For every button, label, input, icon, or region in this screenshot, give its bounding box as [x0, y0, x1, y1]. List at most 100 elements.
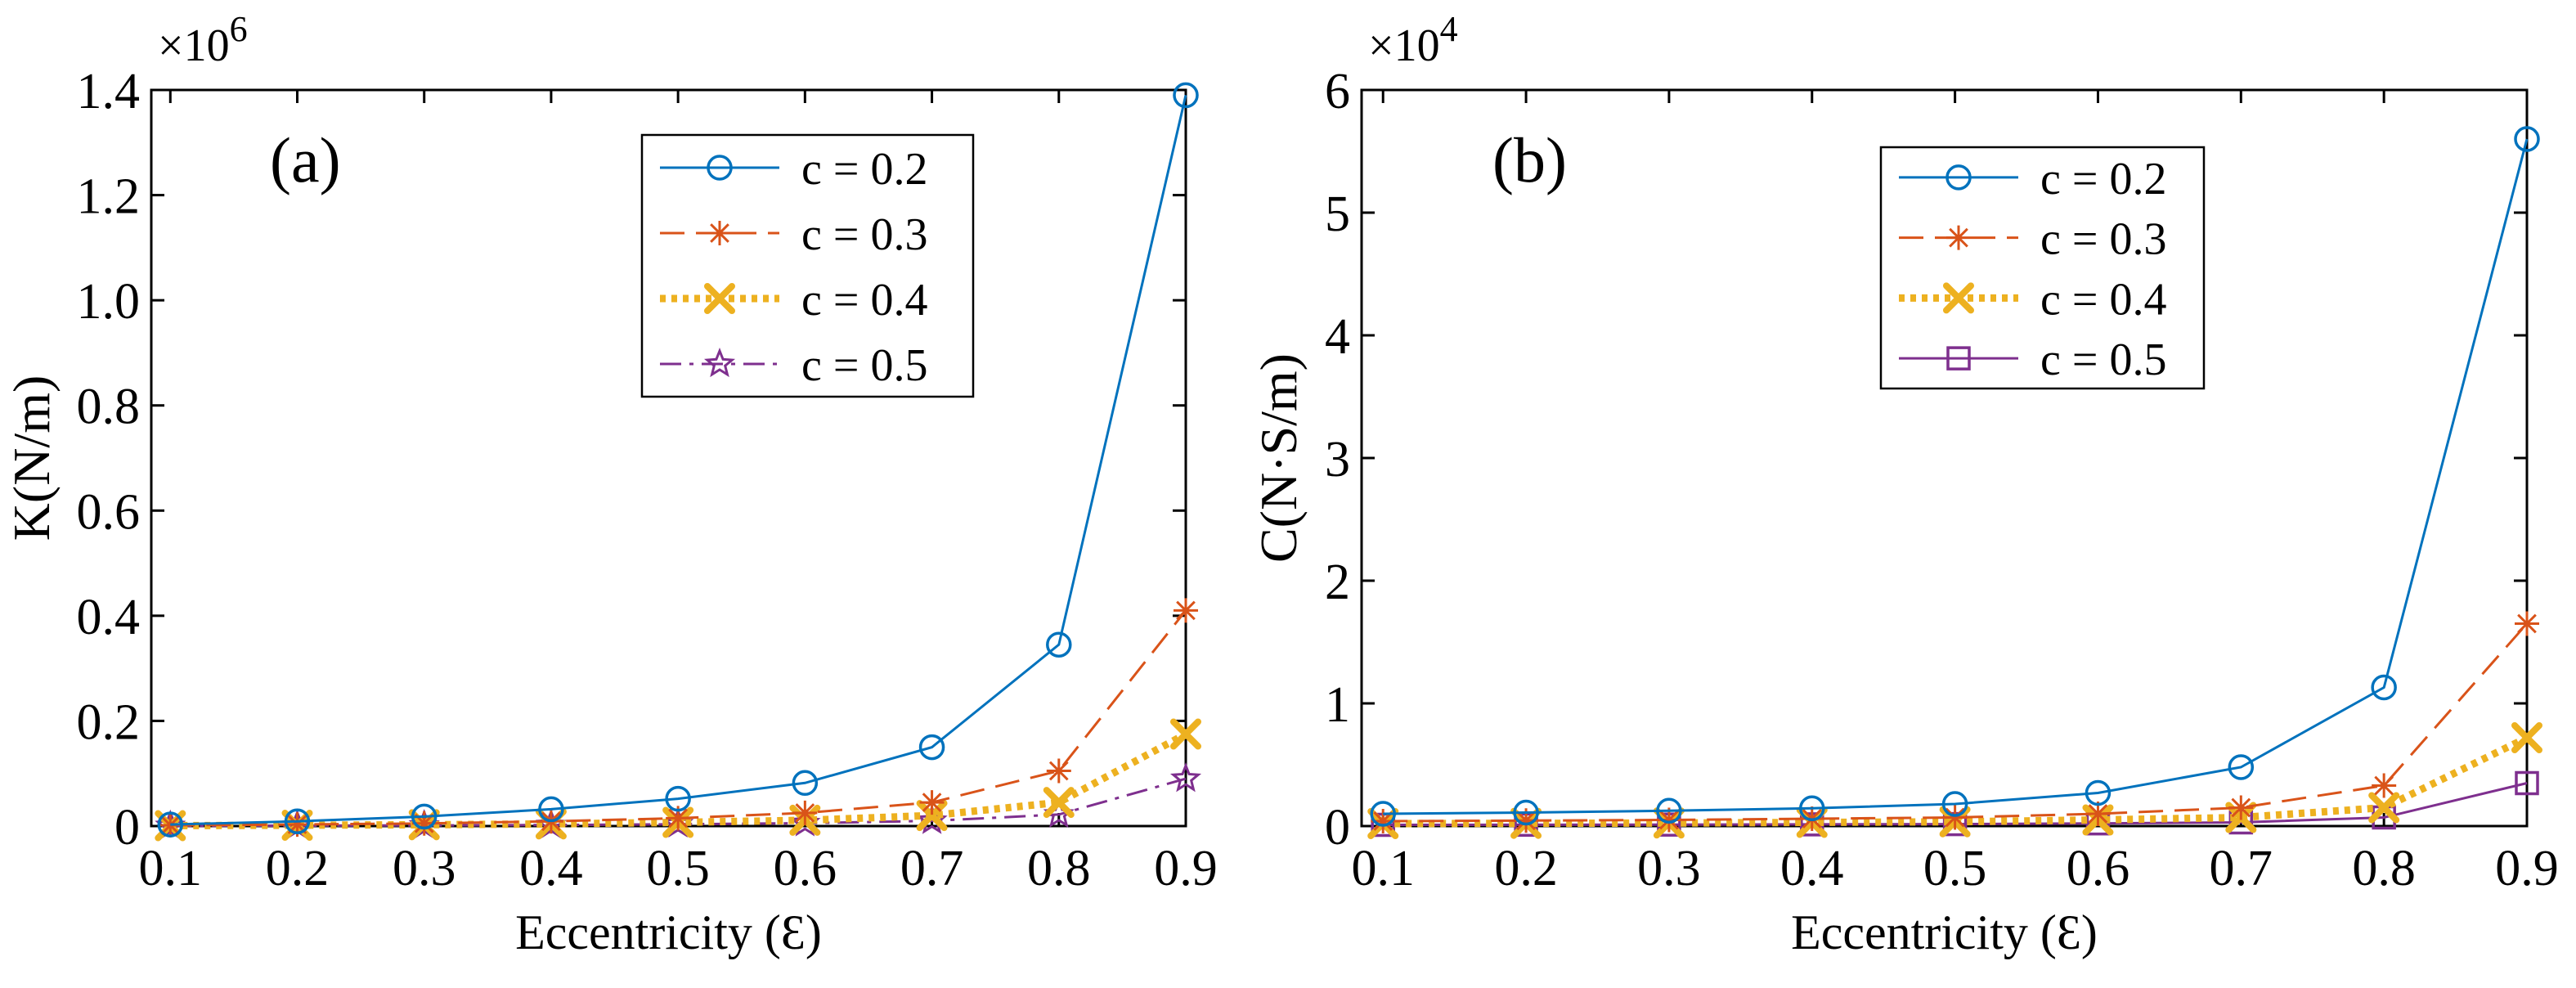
x-tick-label: 0.6 — [2067, 841, 2130, 896]
legend-marker — [703, 347, 736, 378]
data-point — [411, 811, 437, 836]
legend-label: c = 0.4 — [801, 275, 927, 326]
data-point — [2085, 779, 2112, 806]
data-point — [2228, 795, 2254, 820]
legend-marker — [707, 221, 732, 245]
y-tick-label: 1.2 — [77, 169, 141, 225]
legend-label: c = 0.5 — [801, 340, 927, 391]
y-tick-label: 4 — [1325, 309, 1350, 365]
x-tick-label: 0.3 — [1637, 841, 1701, 896]
data-point — [1043, 787, 1075, 819]
y-tick-label: 0.6 — [77, 484, 141, 540]
data-point — [2228, 754, 2255, 780]
series-line — [1383, 734, 2529, 828]
legend: c = 0.2 c = 0.3 c = 0.4 c = 0.5 — [1879, 146, 2206, 390]
series-c-0-2 — [1370, 126, 2540, 827]
y-exponent-label: ×106 — [158, 9, 248, 71]
legend-box — [1879, 146, 2206, 390]
series-line — [1383, 138, 2529, 815]
x-axis-label: Eccentricity (Ɛ) — [1791, 905, 2098, 959]
y-exponent-power: 6 — [230, 9, 248, 49]
data-point — [1514, 808, 1539, 833]
data-point — [1173, 82, 1199, 109]
y-tick-label: 2 — [1325, 555, 1350, 610]
legend-marker — [1946, 225, 1971, 250]
legend: c = 0.2 c = 0.3 c = 0.4 c = 0.5 — [640, 133, 975, 398]
y-axis-label: C(N·S/m) — [1250, 353, 1308, 563]
x-tick-label: 0.7 — [2210, 841, 2273, 896]
y-tick-label: 1 — [1325, 677, 1350, 733]
chart-panel-a: 0.1 0.2 0.3 0.4 0.5 0.6 0.7 0.8 0.9 0 0.2 0.4 0.6 0.8… — [2, 9, 1218, 959]
data-point — [538, 796, 564, 823]
x-tick-label: 0.9 — [2495, 841, 2559, 896]
data-point — [1656, 807, 1681, 833]
y-tick-label: 6 — [1325, 64, 1350, 119]
x-tick-label: 0.5 — [1923, 841, 1987, 896]
data-point — [1370, 801, 1396, 827]
panel-label: (b) — [1492, 124, 1567, 195]
y-tick-label: 5 — [1325, 186, 1350, 242]
x-tick-label: 0.4 — [1780, 841, 1844, 896]
x-tick-label: 0.5 — [646, 841, 710, 896]
legend-marker — [707, 155, 733, 181]
data-point — [1174, 598, 1198, 623]
x-tick-label: 0.6 — [774, 841, 837, 896]
data-point — [2511, 722, 2542, 753]
x-tick-label: 0.4 — [519, 841, 583, 896]
data-point — [1169, 762, 1202, 793]
y-tick-label: 1.4 — [77, 64, 141, 119]
data-point — [665, 785, 691, 812]
x-tick-label: 0.9 — [1154, 841, 1218, 896]
legend-marker — [1946, 346, 1971, 370]
legend-marker — [1945, 164, 1972, 191]
legend-label: c = 0.5 — [2040, 335, 2166, 385]
legend-label: c = 0.2 — [2040, 154, 2166, 204]
data-point — [2371, 674, 2397, 701]
panel-label: (a) — [270, 124, 341, 195]
x-tick-label: 0.8 — [2352, 841, 2416, 896]
data-point — [157, 811, 184, 838]
y-tick-label: 0.8 — [77, 379, 141, 435]
x-axis-label: Eccentricity (Ɛ) — [515, 905, 822, 959]
data-point — [158, 813, 183, 838]
data-point — [792, 770, 819, 797]
legend-label: c = 0.4 — [2040, 274, 2166, 325]
data-point — [792, 800, 818, 825]
legend-marker — [1943, 282, 1974, 314]
y-tick-label: 0.4 — [77, 590, 141, 645]
series-line — [1383, 622, 2529, 823]
data-point — [2368, 792, 2400, 824]
data-point — [2515, 770, 2539, 796]
data-point — [918, 734, 945, 761]
data-point — [1941, 791, 1968, 817]
data-point — [1799, 795, 1825, 821]
series-line — [170, 95, 1187, 826]
data-point — [916, 800, 948, 832]
y-tick-label: 1.0 — [77, 274, 141, 330]
data-point — [2515, 611, 2539, 636]
data-point — [919, 790, 945, 815]
y-tick-label: 0 — [114, 800, 140, 856]
data-point — [1170, 718, 1201, 750]
legend-label: c = 0.3 — [801, 209, 927, 260]
data-point — [1513, 799, 1539, 826]
x-tick-label: 0.2 — [266, 841, 330, 896]
data-point — [1046, 631, 1072, 658]
x-tick-label: 0.8 — [1027, 841, 1091, 896]
y-tick-label: 3 — [1325, 432, 1350, 487]
data-point — [666, 806, 691, 831]
x-tick-label: 0.7 — [900, 841, 964, 896]
x-tick-label: 0.1 — [1351, 841, 1415, 896]
data-point — [1942, 805, 1968, 830]
data-point — [1371, 809, 1396, 833]
data-point — [2085, 802, 2111, 826]
data-point — [285, 812, 310, 838]
y-tick-label: 0 — [1325, 800, 1350, 856]
data-point — [2372, 773, 2397, 798]
chart-panel-b: 0.1 0.2 0.3 0.4 0.5 0.6 0.7 0.8 0.9 0 1 2 3 4 5 6 ×104 Ec… — [1250, 9, 2559, 959]
y-axis-label: K(N/m) — [2, 375, 61, 541]
legend-label: c = 0.2 — [801, 144, 927, 195]
legend-box — [640, 133, 975, 398]
legend-marker — [704, 283, 735, 314]
